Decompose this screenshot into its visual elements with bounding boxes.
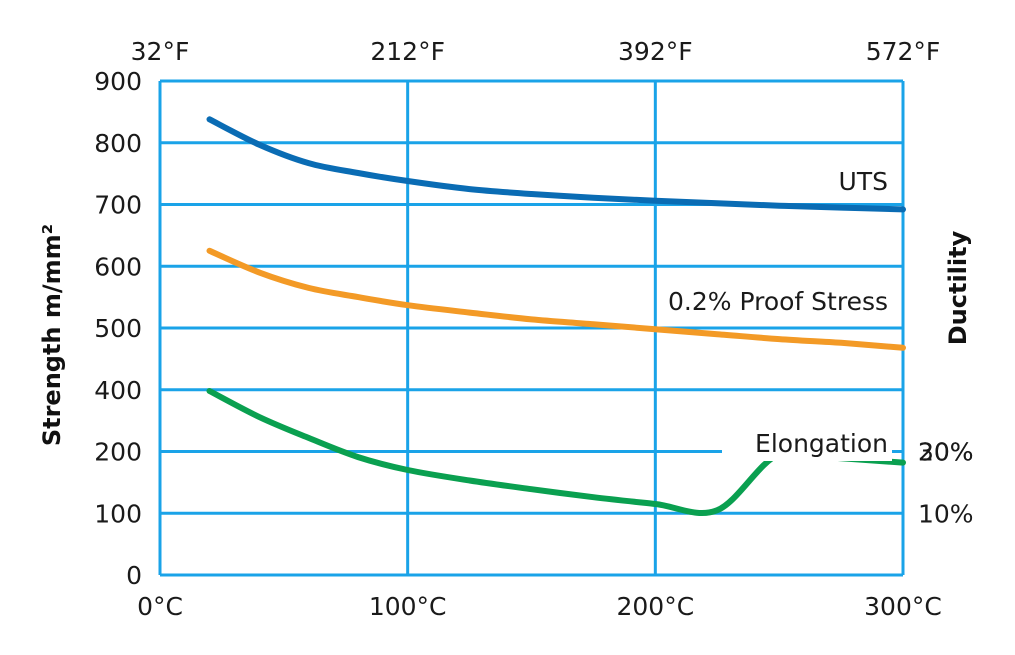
series-line-0	[206, 116, 906, 213]
y-axis-title: Strength m/mm²	[38, 224, 66, 446]
y-tick-label: 200	[94, 438, 142, 467]
series-line-1	[206, 247, 906, 351]
y-tick-label: 400	[94, 376, 142, 405]
series-label-0: UTS	[839, 167, 888, 196]
y-tick-label: 500	[94, 314, 142, 343]
y-tick-label: 100	[94, 499, 142, 528]
y2-tick-label: 30%	[918, 438, 974, 467]
tick-labels: 0 100 200 400 500 600 700 800 900 10% 20%30% 0°C 100…	[94, 37, 973, 621]
x-tick-label: 300°C	[864, 592, 942, 621]
x2-tick-label: 212°F	[370, 37, 445, 66]
y2-tick-label: 20%	[918, 438, 974, 467]
series-label-2: Elongation	[755, 429, 888, 458]
y-tick-label: 700	[94, 191, 142, 220]
y2-axis-title: Ductility	[944, 230, 972, 345]
grid	[158, 79, 905, 577]
y2-tick-label: 10%	[918, 499, 974, 528]
x-tick-label: 100°C	[369, 592, 447, 621]
x-tick-label: 0°C	[137, 592, 183, 621]
y-tick-label: 600	[94, 252, 142, 281]
x2-tick-label: 32°F	[131, 37, 190, 66]
y-tick-label: 0	[126, 561, 142, 590]
series-label-1: 0.2% Proof Stress	[668, 287, 888, 316]
x2-tick-label: 392°F	[618, 37, 693, 66]
x-tick-label: 200°C	[616, 592, 694, 621]
series-label-background	[722, 425, 892, 461]
y-tick-label: 800	[94, 129, 142, 158]
y-tick-label: 900	[94, 67, 142, 96]
x2-tick-label: 572°F	[866, 37, 941, 66]
series-group: UTS 0.2% Proof Stress Elongation	[206, 116, 906, 517]
